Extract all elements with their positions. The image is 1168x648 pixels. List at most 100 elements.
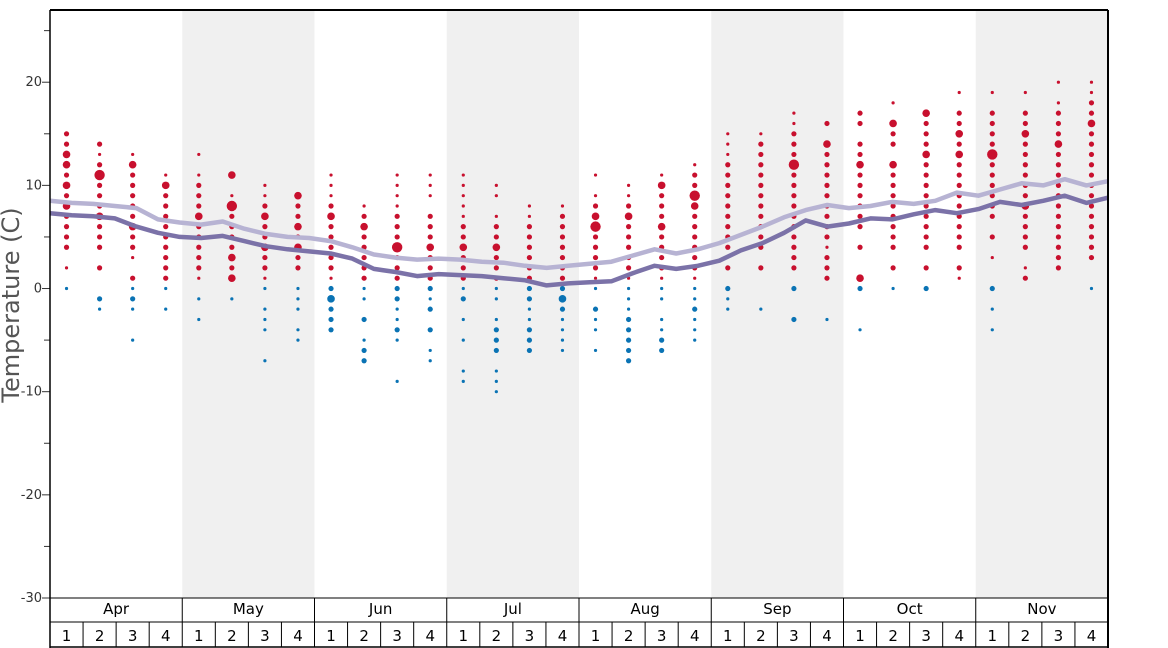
observation-dot [989, 162, 995, 168]
observation-dot [791, 254, 797, 261]
week-label: 1 [326, 627, 336, 645]
week-label: 2 [95, 627, 105, 645]
observation-dot [226, 200, 238, 212]
observation-dot [130, 296, 136, 302]
observation-dot [97, 152, 102, 157]
observation-dot [857, 110, 863, 116]
observation-dot [1022, 162, 1028, 168]
observation-dot [989, 172, 995, 178]
observation-dot [1088, 193, 1095, 199]
observation-dot [759, 307, 763, 311]
observation-dot [824, 151, 830, 158]
month-label-sep: Sep [763, 600, 791, 618]
observation-dot [990, 90, 994, 95]
observation-dot [263, 194, 267, 198]
observation-dot [130, 213, 136, 219]
observation-dot [526, 224, 533, 230]
observation-dot [1055, 254, 1062, 261]
observation-dot [228, 274, 236, 283]
week-label: 3 [392, 627, 402, 645]
observation-dot [593, 173, 598, 177]
observation-dot [725, 182, 731, 188]
observation-dot [262, 265, 268, 271]
observation-dot [131, 152, 135, 157]
observation-dot [824, 234, 830, 240]
observation-dot [725, 244, 731, 250]
trend-lines [49, 176, 1109, 288]
observation-dot [1055, 265, 1062, 271]
observation-dot [1054, 140, 1063, 148]
observation-dot [726, 307, 730, 311]
observation-dot [361, 358, 367, 364]
observation-dot [626, 307, 631, 311]
observation-dot [395, 204, 399, 208]
observation-dot [923, 162, 929, 168]
observation-dot [560, 328, 565, 332]
observation-dot [957, 276, 961, 280]
observation-dot [560, 338, 565, 342]
observation-dot [230, 194, 234, 198]
observation-dot [890, 265, 896, 271]
observation-dot [857, 213, 863, 219]
observation-dot [296, 297, 300, 301]
observation-dot [890, 182, 896, 188]
observation-dot [428, 297, 432, 301]
observation-dot [625, 327, 632, 333]
month-shade-nov [975, 10, 1108, 598]
y-axis: -30 -20 -10 0 10 20 [21, 30, 50, 606]
observation-dot [427, 306, 433, 312]
observation-dot [659, 213, 665, 219]
observation-dot [426, 243, 435, 252]
observation-dot [990, 307, 994, 311]
observation-dot [394, 296, 400, 302]
observation-dot [625, 265, 632, 271]
y-tick-label: 20 [25, 75, 42, 90]
observation-dot [559, 275, 566, 281]
observation-dot [197, 152, 201, 157]
observation-dot [262, 203, 268, 209]
observation-dot [263, 183, 267, 187]
observation-dot [693, 286, 697, 291]
observation-dot [328, 265, 334, 271]
observation-dot [625, 316, 632, 323]
observation-dot [492, 243, 501, 252]
observation-dot [923, 244, 929, 250]
observation-dot [956, 182, 962, 188]
observation-dot [825, 317, 829, 322]
observation-dot [1088, 162, 1095, 168]
observation-dot [857, 224, 863, 230]
observation-dot [1022, 234, 1028, 240]
observation-dot [197, 276, 201, 280]
observation-dot [526, 337, 533, 343]
observation-dot [758, 234, 764, 240]
y-tick-label: 10 [25, 178, 42, 193]
observation-dot [692, 234, 698, 240]
observation-dot [791, 265, 797, 271]
observation-dot [592, 203, 599, 209]
observation-dot [1088, 131, 1095, 137]
observation-dot [891, 286, 895, 291]
observation-dot [197, 297, 201, 301]
observation-dot [1022, 275, 1028, 281]
observation-dot [791, 131, 797, 137]
observation-dot [592, 265, 599, 271]
observation-dot [923, 213, 929, 219]
observation-dot [626, 183, 631, 187]
observation-dot [758, 193, 764, 199]
observation-dot [923, 285, 929, 292]
observation-dot [1022, 110, 1028, 116]
observation-dot [692, 254, 698, 261]
observation-dot [163, 265, 169, 271]
observation-dot [228, 253, 236, 262]
y-tick-label: -10 [21, 385, 42, 400]
observation-dot [394, 275, 400, 281]
observation-dot [526, 244, 533, 250]
observation-dot [460, 234, 466, 240]
observation-dot [1022, 244, 1028, 250]
observation-dot [295, 213, 301, 219]
observation-dot [428, 173, 432, 177]
observation-dot [1055, 244, 1062, 250]
observation-dot [660, 276, 664, 280]
observation-dot [494, 194, 498, 198]
month-label-aug: Aug [630, 600, 659, 618]
